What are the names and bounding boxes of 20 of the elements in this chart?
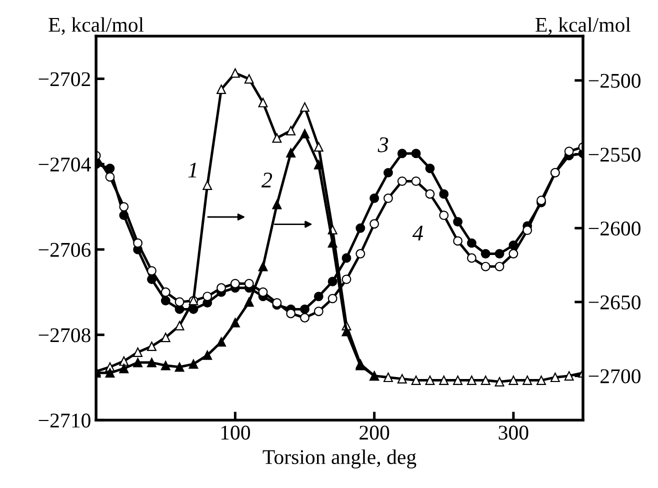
y-tick-label: −2702 <box>38 72 90 86</box>
y2-tick-label: −2550 <box>588 148 640 162</box>
y2-axis-title: E, kcal/mol <box>536 17 631 35</box>
y-tick-label: −2710 <box>38 414 90 428</box>
x-axis-title: Torsion angle, deg <box>262 449 416 468</box>
x-tick-label: 300 <box>498 426 528 440</box>
annotation: 4 <box>412 226 423 240</box>
x-tick-label: 200 <box>360 426 390 440</box>
y-axis-title: E, kcal/mol <box>48 17 144 35</box>
y2-tick-label: −2600 <box>588 222 640 236</box>
annotation: 1 <box>188 162 196 178</box>
annotation: 3 <box>378 137 388 152</box>
y-tick-label: −2706 <box>38 242 91 257</box>
y2-tick-label: −2700 <box>588 369 640 384</box>
y2-tick-label: −2650 <box>588 295 640 310</box>
x-tick-label: 100 <box>221 426 250 440</box>
annotation: 2 <box>261 172 272 188</box>
y-tick-label: −2708 <box>38 328 90 342</box>
y2-tick-label: −2500 <box>588 74 640 88</box>
y-tick-label: −2704 <box>38 158 91 172</box>
